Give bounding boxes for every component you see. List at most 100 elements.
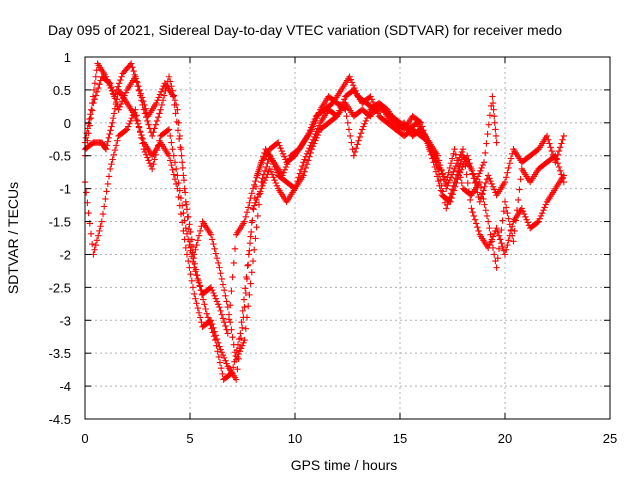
data-point (479, 161, 486, 169)
data-point (174, 106, 181, 113)
data-point (443, 205, 450, 212)
data-point (180, 176, 188, 184)
x-tick-label: 20 (498, 431, 512, 446)
data-point (259, 182, 266, 190)
data-point (342, 106, 349, 113)
data-point (248, 219, 255, 226)
data-point (267, 155, 275, 162)
data-point (168, 139, 175, 146)
data-point (493, 139, 500, 146)
data-point (192, 268, 199, 275)
data-point (171, 176, 179, 183)
data-point (487, 177, 494, 185)
data-point (96, 227, 103, 235)
data-point (246, 247, 253, 254)
data-point (109, 119, 116, 127)
data-point (281, 153, 288, 160)
data-point (92, 241, 99, 249)
data-point (447, 190, 455, 197)
data-point (85, 129, 92, 137)
data-point (557, 167, 564, 174)
data-point (237, 330, 244, 337)
data-point (417, 119, 425, 127)
data-point (216, 359, 224, 366)
data-point (113, 96, 120, 103)
data-point (165, 73, 173, 80)
data-point (145, 121, 152, 128)
data-point (182, 198, 189, 205)
data-point (443, 185, 450, 192)
data-point (431, 154, 438, 161)
data-point (195, 309, 203, 316)
data-point (510, 238, 517, 245)
data-point (200, 296, 207, 303)
data-point (108, 160, 115, 168)
data-point (486, 175, 493, 182)
data-point (252, 235, 259, 242)
data-point (444, 201, 451, 208)
data-point (182, 189, 189, 196)
data-point (445, 197, 452, 205)
data-point (497, 236, 504, 243)
data-point (102, 195, 109, 203)
data-point (507, 227, 515, 235)
data-point (149, 165, 156, 173)
data-point (504, 209, 511, 217)
data-point (217, 346, 224, 353)
data-point (237, 334, 245, 342)
data-point (245, 302, 252, 310)
data-point (254, 193, 261, 201)
data-point (357, 129, 365, 137)
data-point (86, 122, 93, 129)
data-point (469, 208, 476, 216)
data-point (249, 205, 257, 212)
data-point (216, 264, 223, 271)
data-point (185, 257, 192, 265)
data-point (122, 127, 129, 134)
data-point (102, 145, 109, 152)
y-tick-label: -3.5 (49, 346, 71, 361)
data-point (426, 139, 433, 146)
data-point (332, 113, 339, 121)
data-point (233, 376, 240, 383)
data-point (470, 175, 477, 182)
data-point (132, 113, 139, 120)
data-point (197, 283, 204, 290)
data-point (151, 156, 158, 163)
data-point (475, 227, 482, 235)
data-point (90, 251, 97, 258)
data-point (164, 127, 171, 134)
data-point (146, 160, 153, 167)
data-point (257, 162, 264, 170)
data-point (91, 80, 99, 87)
data-point (218, 365, 225, 372)
data-point (180, 172, 187, 179)
data-point (122, 89, 129, 96)
data-point (457, 160, 464, 167)
data-point (254, 170, 261, 177)
data-point (435, 157, 443, 164)
data-point (435, 171, 443, 178)
data-point (172, 110, 179, 117)
data-point (211, 328, 218, 335)
data-point (223, 360, 230, 367)
data-point (251, 246, 258, 253)
data-point (85, 209, 92, 217)
data-point (109, 156, 116, 163)
data-point (196, 282, 203, 289)
data-point (483, 212, 491, 220)
data-point (495, 245, 503, 253)
data-point (248, 228, 255, 236)
data-point (301, 168, 308, 175)
data-point (249, 257, 257, 265)
data-point (313, 114, 320, 122)
data-point (167, 78, 174, 85)
data-point (312, 117, 319, 125)
data-point (101, 203, 108, 210)
data-point (258, 185, 265, 192)
data-point (187, 271, 194, 278)
data-point (367, 93, 374, 100)
data-point (165, 126, 173, 133)
data-point (493, 224, 500, 232)
data-point (211, 292, 218, 300)
